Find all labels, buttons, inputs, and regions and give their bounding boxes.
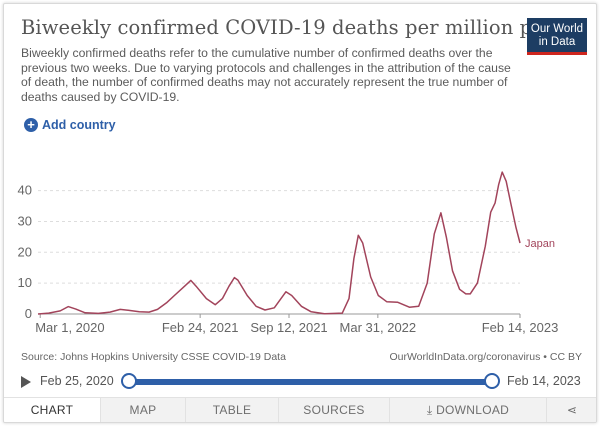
source-note: Source: Johns Hopkins University CSSE CO…	[21, 351, 286, 363]
tab-table[interactable]: TABLE	[186, 398, 279, 422]
y-tick-label: 10	[18, 275, 32, 290]
add-country-label: Add country	[42, 118, 116, 132]
chart-subtitle: Biweekly confirmed deaths refer to the c…	[21, 46, 511, 104]
tab-map[interactable]: MAP	[101, 398, 186, 422]
x-tick-label: Mar 1, 2020	[35, 320, 104, 335]
logo-line-2: in Data	[538, 36, 576, 48]
timeline-track[interactable]	[128, 379, 492, 385]
y-tick-label: 0	[25, 306, 32, 321]
play-icon[interactable]	[21, 376, 31, 388]
timeline-end-date: Feb 14, 2023	[507, 374, 581, 388]
owid-logo[interactable]: Our World in Data	[527, 18, 587, 55]
line-chart[interactable]: 0 10 20 30 40 Mar 1, 2020 Feb 24, 2021 Sep 12, …	[4, 4, 596, 349]
series-label: Japan	[525, 238, 555, 250]
series-line-japan	[37, 171, 521, 315]
y-tick-label: 20	[18, 244, 32, 259]
chart-title: Biweekly confirmed COVID-19 deaths per m…	[21, 16, 587, 39]
chart-card: Biweekly confirmed COVID-19 deaths per m…	[3, 3, 597, 423]
license-link[interactable]: OurWorldInData.org/coronavirus • CC BY	[389, 351, 582, 363]
y-tick-label: 40	[18, 183, 32, 198]
x-tick-label: Sep 12, 2021	[250, 320, 327, 335]
tab-download[interactable]: ⤓ DOWNLOAD	[390, 398, 547, 422]
x-tick-label: Mar 31, 2022	[340, 320, 417, 335]
x-tick-label: Feb 14, 2023	[482, 320, 559, 335]
timeline-end-handle[interactable]	[484, 373, 500, 389]
plus-circle-icon: +	[24, 118, 38, 132]
x-tick-label: Feb 24, 2021	[162, 320, 239, 335]
timeline-slider[interactable]: Feb 25, 2020 Feb 14, 2023	[4, 370, 596, 394]
timeline-start-handle[interactable]	[121, 373, 137, 389]
logo-line-1: Our World	[530, 23, 584, 35]
tab-sources[interactable]: SOURCES	[279, 398, 390, 422]
share-icon: ⋖	[566, 403, 578, 417]
download-icon: ⤓	[426, 403, 433, 417]
tab-bar: CHART MAP TABLE SOURCES ⤓ DOWNLOAD ⋖	[4, 397, 596, 422]
add-country-button[interactable]: + Add country	[24, 118, 116, 132]
y-tick-label: 30	[18, 213, 32, 228]
share-button[interactable]: ⋖	[547, 398, 596, 422]
timeline-start-date: Feb 25, 2020	[40, 374, 114, 388]
tab-download-label: DOWNLOAD	[436, 403, 510, 417]
tab-chart[interactable]: CHART	[4, 398, 101, 422]
